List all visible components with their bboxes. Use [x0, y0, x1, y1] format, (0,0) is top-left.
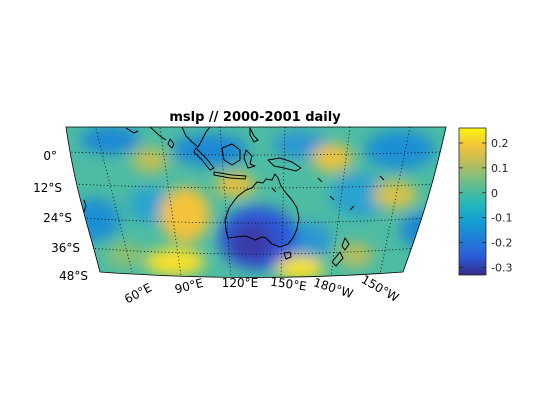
lat-labels: 0° 12°S 24°S 36°S 48°S — [33, 149, 88, 283]
colorbar: 0.2 0.1 0 -0.1 -0.2 -0.3 — [458, 127, 512, 276]
lon-label-180w: 180°W — [312, 275, 355, 301]
lat-label-48s: 48°S — [59, 269, 88, 283]
colorbar-tick-label: -0.3 — [491, 262, 512, 275]
lon-label-60e: 60°E — [122, 281, 154, 307]
colorbar-tick-label: -0.1 — [491, 212, 512, 225]
lon-label-150e: 150°E — [270, 275, 308, 294]
colorbar-tick-label: 0 — [491, 187, 498, 200]
lon-label-90e: 90°E — [173, 276, 204, 297]
map-title: mslp // 2000-2001 daily — [169, 110, 341, 125]
lat-label-24s: 24°S — [43, 211, 72, 225]
coastlines — [83, 127, 385, 267]
colorbar-gradient — [458, 127, 487, 276]
mslp-field — [66, 127, 446, 278]
colorbar-tick-label: -0.2 — [491, 237, 512, 250]
colorbar-tick-label: 0.2 — [491, 137, 509, 150]
lon-label-120e: 120°E — [222, 276, 259, 290]
lat-label-36s: 36°S — [51, 241, 80, 255]
lat-label-0: 0° — [43, 149, 57, 163]
colorbar-tick-label: 0.1 — [491, 162, 509, 175]
lat-label-12s: 12°S — [33, 181, 62, 195]
map-frame — [65, 126, 447, 278]
graticule — [67, 127, 443, 278]
lon-label-150w: 150°W — [359, 272, 401, 305]
